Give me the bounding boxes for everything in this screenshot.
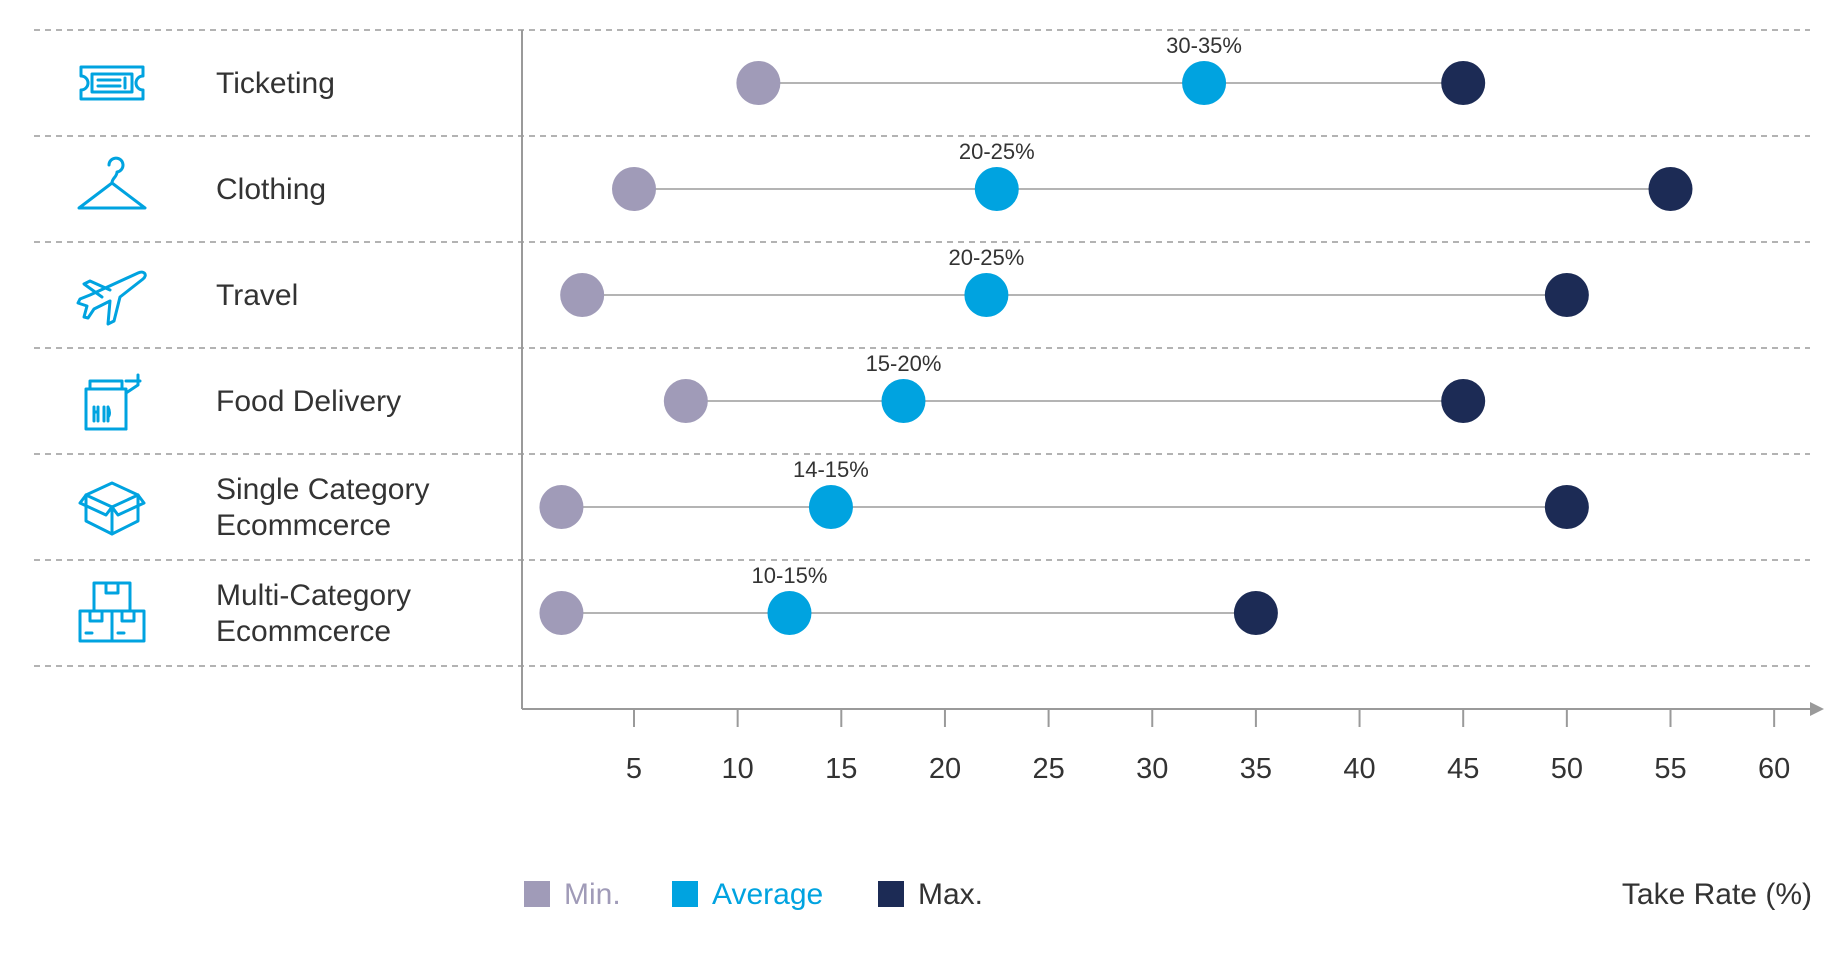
average-dot: [881, 379, 926, 423]
max-dot: [1441, 61, 1486, 105]
legend-swatch-min: [524, 881, 550, 907]
x-tick-label: 10: [722, 753, 754, 785]
average-label: 20-25%: [959, 139, 1035, 164]
average-label: 14-15%: [793, 457, 869, 482]
category-icons: [76, 65, 147, 643]
x-tick-label: 50: [1551, 753, 1583, 785]
x-tick-label: 15: [825, 753, 857, 785]
category-label: Clothing: [216, 173, 326, 206]
stacked-boxes-icon: [78, 581, 146, 643]
x-tick-label: 5: [626, 753, 642, 785]
average-dot: [964, 273, 1009, 317]
legend: Min. Average Max.: [524, 878, 983, 911]
min-dot: [539, 485, 584, 529]
x-axis-arrow: [1810, 702, 1824, 716]
category-label: Multi-Category: [216, 579, 411, 612]
category-label: Single Category: [216, 473, 429, 506]
ticket-icon: [79, 65, 145, 101]
min-dot: [539, 591, 584, 635]
min-dot: [560, 273, 605, 317]
average-dot: [808, 485, 853, 529]
average-label: 10-15%: [752, 563, 828, 588]
x-tick-label: 55: [1654, 753, 1686, 785]
food-bag-icon: [84, 373, 142, 431]
category-label: Ecommcerce: [216, 509, 391, 542]
category-labels: Ticketing Clothing Travel Food Delivery Sing…: [216, 67, 429, 648]
category-label: Ecommcerce: [216, 615, 391, 648]
average-label: 15-20%: [866, 351, 942, 376]
max-dot: [1648, 167, 1693, 211]
x-tick-label: 35: [1240, 753, 1272, 785]
x-tick-label: 20: [929, 753, 961, 785]
legend-label-avg: Average: [712, 878, 823, 911]
box-icon: [78, 481, 146, 536]
x-tick-label: 25: [1032, 753, 1064, 785]
hanger-icon: [77, 156, 147, 210]
category-label: Travel: [216, 279, 298, 312]
legend-swatch-max: [878, 881, 904, 907]
x-tick-label: 60: [1758, 753, 1790, 785]
legend-label-min: Min.: [564, 878, 621, 911]
x-tick-label: 40: [1343, 753, 1375, 785]
x-tick-label: 45: [1447, 753, 1479, 785]
min-dot: [612, 167, 656, 211]
row-separators: [34, 29, 1810, 667]
average-dot: [1182, 61, 1227, 105]
max-dot: [1233, 591, 1278, 635]
average-label: 20-25%: [948, 245, 1024, 270]
average-dot: [974, 167, 1019, 211]
legend-label-max: Max.: [918, 878, 983, 911]
max-dot: [1441, 379, 1486, 423]
min-dot: [736, 61, 781, 105]
legend-swatch-avg: [672, 881, 698, 907]
category-label: Ticketing: [216, 67, 335, 100]
average-dot: [767, 591, 812, 635]
average-label: 30-35%: [1166, 33, 1242, 58]
category-label: Food Delivery: [216, 385, 401, 418]
airplane-icon: [76, 270, 147, 326]
x-axis-title: Take Rate (%): [1622, 878, 1812, 911]
min-dot: [663, 379, 708, 423]
max-dot: [1544, 273, 1589, 317]
max-dot: [1544, 485, 1589, 529]
x-axis: 5 10 15 20 25 30 35 40 45 50 55 60 Take Rate (%): [521, 30, 1824, 911]
x-tick-label: 30: [1136, 753, 1168, 785]
dumbbell-marks: 30-35% 20-25% 20-25% 15-20% 14-15% 10-15%: [539, 33, 1693, 635]
